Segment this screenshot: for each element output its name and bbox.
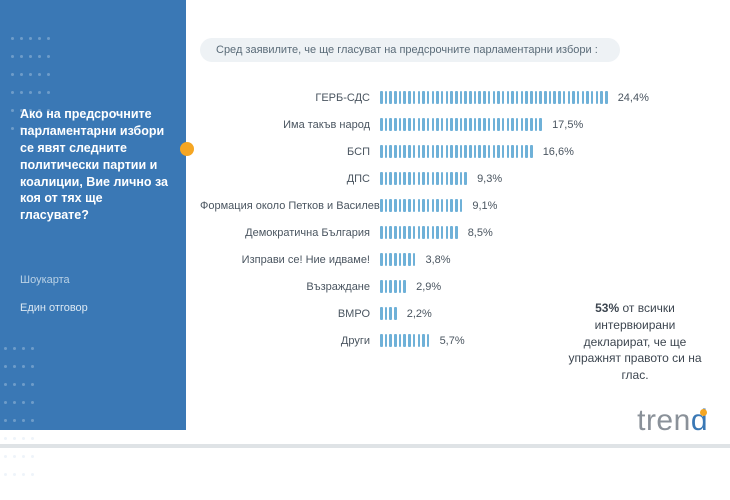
chart-row-bar <box>380 307 399 320</box>
chart-row: Изправи се! Ние идваме! 3,8% <box>200 246 720 273</box>
chart-row-label: ГЕРБ-СДС <box>200 92 380 104</box>
chart-row-value: 5,7% <box>432 335 465 347</box>
chart-row-label: Възраждане <box>200 281 380 293</box>
chart-row-value: 2,9% <box>408 281 441 293</box>
logo-accent-dot-icon <box>700 409 707 416</box>
chart-row-label: Други <box>200 335 380 347</box>
chart-header: Сред заявилите, че ще гласуват на предср… <box>200 38 620 62</box>
chart-row-value: 16,6% <box>535 146 574 158</box>
meta-single-answer: Един отговор <box>20 302 172 314</box>
accent-dot-icon <box>180 142 194 156</box>
chart-row-bar <box>380 334 432 347</box>
side-note-percent: 53% <box>595 301 619 315</box>
chart-row-label: БСП <box>200 146 380 158</box>
trend-logo: trend <box>637 404 708 438</box>
chart-row-value: 9,1% <box>464 200 497 212</box>
chart-row-bar <box>380 172 469 185</box>
chart-row-label: Изправи се! Ние идваме! <box>200 254 380 266</box>
meta-showcard: Шоукарта <box>20 274 172 286</box>
chart-row-value: 3,8% <box>418 254 451 266</box>
chart-row: ДПС 9,3% <box>200 165 720 192</box>
side-note-text: от всички интервюирани декларират, че ще… <box>568 301 701 382</box>
chart-row: Формация около Петков и Василев 9,1% <box>200 192 720 219</box>
sidebar: Ако на предсрочните парламентарни избори… <box>0 0 186 430</box>
chart-row-label: ДПС <box>200 173 380 185</box>
chart-row-bar <box>380 226 460 239</box>
chart-row-label: Формация около Петков и Василев <box>200 200 380 212</box>
chart-row-label: ВМРО <box>200 308 380 320</box>
logo-text-blue: d <box>691 404 708 437</box>
chart-row-value: 8,5% <box>460 227 493 239</box>
chart-row-value: 2,2% <box>399 308 432 320</box>
chart-row-bar <box>380 91 610 104</box>
chart-row-label: Демократична България <box>200 227 380 239</box>
chart-row-value: 17,5% <box>544 119 583 131</box>
chart-row-label: Има такъв народ <box>200 119 380 131</box>
chart-row: Възраждане 2,9% <box>200 273 720 300</box>
chart-row: Демократична България 8,5% <box>200 219 720 246</box>
chart-row-bar <box>380 199 464 212</box>
chart-row-value: 24,4% <box>610 92 649 104</box>
decoration-dots-top <box>8 30 58 80</box>
bottom-border <box>0 444 730 448</box>
chart-row-bar <box>380 280 408 293</box>
chart-row: Има такъв народ 17,5% <box>200 111 720 138</box>
decoration-dots-bottom <box>0 340 42 420</box>
chart-row-value: 9,3% <box>469 173 502 185</box>
chart-row-bar <box>380 253 418 266</box>
chart-row-bar <box>380 118 544 131</box>
chart-row-bar <box>380 145 535 158</box>
chart-row: БСП 16,6% <box>200 138 720 165</box>
chart-row: ГЕРБ-СДС 24,4% <box>200 84 720 111</box>
side-note: 53% от всички интервюирани декларират, ч… <box>560 300 710 384</box>
logo-text-gray: tren <box>637 404 691 437</box>
